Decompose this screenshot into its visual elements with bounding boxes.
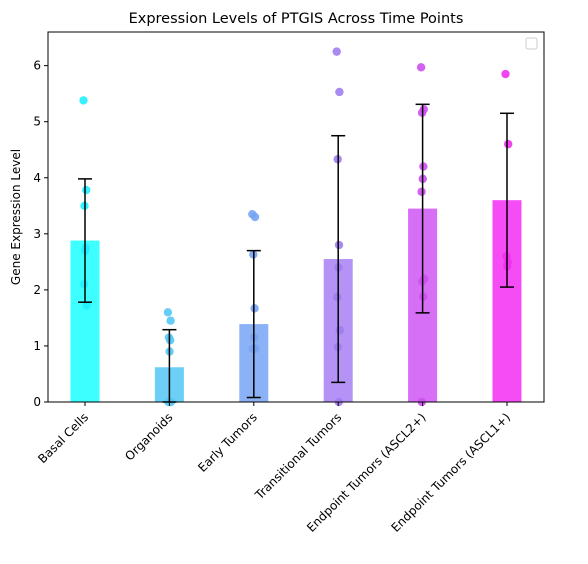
data-point [79,280,89,289]
x-tick-label: Early Tumors [195,410,260,475]
y-tick-label: 2 [33,283,41,297]
data-point [79,96,88,105]
chart-title: Expression Levels of PTGIS Across Time P… [129,11,464,27]
data-point [82,301,91,310]
data-point [166,336,175,345]
data-point [419,162,428,171]
data-point [251,344,260,353]
y-axis-label: Gene Expression Level [9,149,23,285]
y-tick-label: 6 [33,59,41,73]
data-point [250,304,259,313]
y-tick-label: 0 [33,395,41,409]
y-tick-label: 3 [33,227,41,241]
data-point [335,87,344,97]
data-point [417,187,426,196]
data-point [333,292,342,302]
data-point [334,240,344,250]
error-bar-4 [331,134,346,384]
data-point [82,185,91,195]
data-point [163,308,173,317]
plot-area [70,47,522,407]
error-bar-5 [415,103,430,314]
data-point [335,326,344,335]
data-point [504,139,513,149]
data-point [501,69,510,79]
x-tick-label: Basal Cells [35,410,91,466]
legend-box [525,37,538,50]
error-bar-3 [246,249,261,399]
data-point [332,47,341,56]
x-tick-label: Organoids [122,410,175,463]
data-point [250,212,260,222]
plot-frame [47,31,545,403]
y-tick-label: 1 [33,339,41,353]
error-bar-6 [500,112,514,288]
error-bar-1 [78,178,92,303]
y-tick-label: 4 [33,171,41,185]
x-tick-label: Transitional Tumors [252,410,345,503]
data-point [416,63,426,72]
y-tick-label: 5 [33,115,41,129]
data-point [166,316,175,325]
